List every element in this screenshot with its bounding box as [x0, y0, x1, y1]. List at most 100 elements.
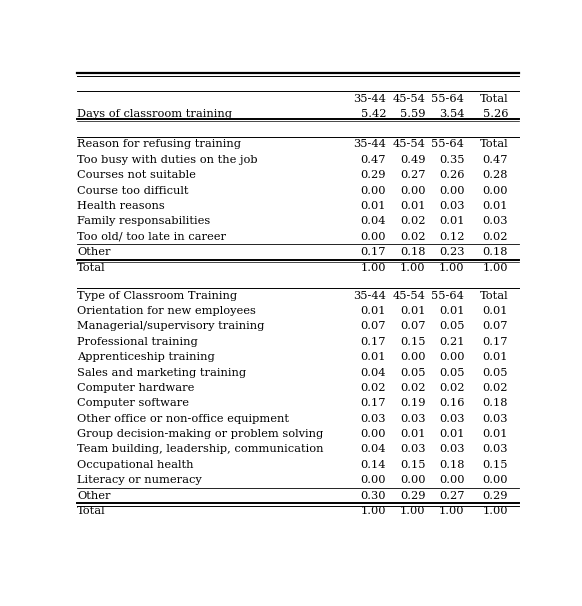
- Text: Course too difficult: Course too difficult: [77, 185, 189, 196]
- Text: 0.19: 0.19: [400, 398, 425, 408]
- Text: 0.17: 0.17: [482, 337, 508, 347]
- Text: 0.03: 0.03: [439, 201, 464, 211]
- Text: 0.00: 0.00: [400, 185, 425, 196]
- Text: Orientation for new employees: Orientation for new employees: [77, 306, 256, 316]
- Text: 0.02: 0.02: [400, 216, 425, 226]
- Text: Apprenticeship training: Apprenticeship training: [77, 352, 215, 362]
- Text: 0.01: 0.01: [400, 429, 425, 439]
- Text: 0.00: 0.00: [361, 429, 386, 439]
- Text: Team building, leadership, communication: Team building, leadership, communication: [77, 444, 324, 454]
- Text: 0.18: 0.18: [439, 460, 464, 470]
- Text: Health reasons: Health reasons: [77, 201, 165, 211]
- Text: 35-44: 35-44: [353, 93, 386, 104]
- Text: 5.42: 5.42: [361, 109, 386, 119]
- Text: 0.01: 0.01: [439, 216, 464, 226]
- Text: Total: Total: [77, 506, 106, 516]
- Text: 35-44: 35-44: [353, 290, 386, 301]
- Text: 0.03: 0.03: [400, 414, 425, 424]
- Text: 0.03: 0.03: [482, 414, 508, 424]
- Text: Professional training: Professional training: [77, 337, 198, 347]
- Text: Days of classroom training: Days of classroom training: [77, 109, 232, 119]
- Text: 45-54: 45-54: [393, 290, 425, 301]
- Text: 55-64: 55-64: [431, 139, 464, 149]
- Text: 0.07: 0.07: [361, 321, 386, 331]
- Text: 0.30: 0.30: [361, 491, 386, 501]
- Text: 0.01: 0.01: [439, 306, 464, 316]
- Text: 0.02: 0.02: [361, 383, 386, 393]
- Text: 0.00: 0.00: [400, 475, 425, 485]
- Text: 0.05: 0.05: [400, 367, 425, 378]
- Text: 0.00: 0.00: [439, 352, 464, 362]
- Text: Family responsabilities: Family responsabilities: [77, 216, 211, 226]
- Text: 1.00: 1.00: [400, 262, 425, 273]
- Text: 0.16: 0.16: [439, 398, 464, 408]
- Text: 1.00: 1.00: [400, 506, 425, 516]
- Text: 0.03: 0.03: [439, 414, 464, 424]
- Text: Managerial/supervisory training: Managerial/supervisory training: [77, 321, 265, 331]
- Text: 0.23: 0.23: [439, 247, 464, 257]
- Text: 0.05: 0.05: [439, 321, 464, 331]
- Text: Total: Total: [480, 139, 508, 149]
- Text: Other: Other: [77, 491, 111, 501]
- Text: 0.01: 0.01: [482, 201, 508, 211]
- Text: 0.00: 0.00: [482, 185, 508, 196]
- Text: 0.17: 0.17: [361, 398, 386, 408]
- Text: 0.02: 0.02: [400, 231, 425, 242]
- Text: 0.15: 0.15: [400, 337, 425, 347]
- Text: 0.28: 0.28: [482, 170, 508, 180]
- Text: Computer software: Computer software: [77, 398, 189, 408]
- Text: 0.03: 0.03: [439, 444, 464, 454]
- Text: 0.01: 0.01: [361, 306, 386, 316]
- Text: 0.01: 0.01: [439, 429, 464, 439]
- Text: 0.17: 0.17: [361, 247, 386, 257]
- Text: Total: Total: [480, 93, 508, 104]
- Text: 0.49: 0.49: [400, 155, 425, 165]
- Text: 1.00: 1.00: [361, 506, 386, 516]
- Text: 1.00: 1.00: [361, 262, 386, 273]
- Text: Total: Total: [480, 290, 508, 301]
- Text: 0.02: 0.02: [439, 383, 464, 393]
- Text: 0.47: 0.47: [361, 155, 386, 165]
- Text: 0.12: 0.12: [439, 231, 464, 242]
- Text: 0.00: 0.00: [361, 475, 386, 485]
- Text: 0.05: 0.05: [482, 367, 508, 378]
- Text: 1.00: 1.00: [439, 262, 464, 273]
- Text: 0.29: 0.29: [482, 491, 508, 501]
- Text: 0.01: 0.01: [482, 306, 508, 316]
- Text: 0.14: 0.14: [361, 460, 386, 470]
- Text: 0.27: 0.27: [439, 491, 464, 501]
- Text: 0.00: 0.00: [439, 185, 464, 196]
- Text: 0.04: 0.04: [361, 367, 386, 378]
- Text: Sales and marketing training: Sales and marketing training: [77, 367, 246, 378]
- Text: 0.00: 0.00: [361, 231, 386, 242]
- Text: 0.01: 0.01: [400, 201, 425, 211]
- Text: 0.01: 0.01: [361, 201, 386, 211]
- Text: 0.03: 0.03: [361, 414, 386, 424]
- Text: 0.17: 0.17: [361, 337, 386, 347]
- Text: 1.00: 1.00: [482, 506, 508, 516]
- Text: 0.00: 0.00: [400, 352, 425, 362]
- Text: 0.03: 0.03: [400, 444, 425, 454]
- Text: 35-44: 35-44: [353, 139, 386, 149]
- Text: Occupational health: Occupational health: [77, 460, 194, 470]
- Text: Other office or non-office equipment: Other office or non-office equipment: [77, 414, 289, 424]
- Text: Computer hardware: Computer hardware: [77, 383, 194, 393]
- Text: Literacy or numeracy: Literacy or numeracy: [77, 475, 202, 485]
- Text: 0.03: 0.03: [482, 444, 508, 454]
- Text: 0.00: 0.00: [439, 475, 464, 485]
- Text: Other: Other: [77, 247, 111, 257]
- Text: 5.59: 5.59: [400, 109, 425, 119]
- Text: Group decision-making or problem solving: Group decision-making or problem solving: [77, 429, 324, 439]
- Text: Total: Total: [77, 262, 106, 273]
- Text: Too old/ too late in career: Too old/ too late in career: [77, 231, 226, 242]
- Text: 1.00: 1.00: [482, 262, 508, 273]
- Text: 0.01: 0.01: [482, 429, 508, 439]
- Text: 0.26: 0.26: [439, 170, 464, 180]
- Text: Courses not suitable: Courses not suitable: [77, 170, 196, 180]
- Text: Too busy with duties on the job: Too busy with duties on the job: [77, 155, 258, 165]
- Text: 5.26: 5.26: [482, 109, 508, 119]
- Text: 0.29: 0.29: [400, 491, 425, 501]
- Text: 55-64: 55-64: [431, 290, 464, 301]
- Text: 0.15: 0.15: [482, 460, 508, 470]
- Text: 0.15: 0.15: [400, 460, 425, 470]
